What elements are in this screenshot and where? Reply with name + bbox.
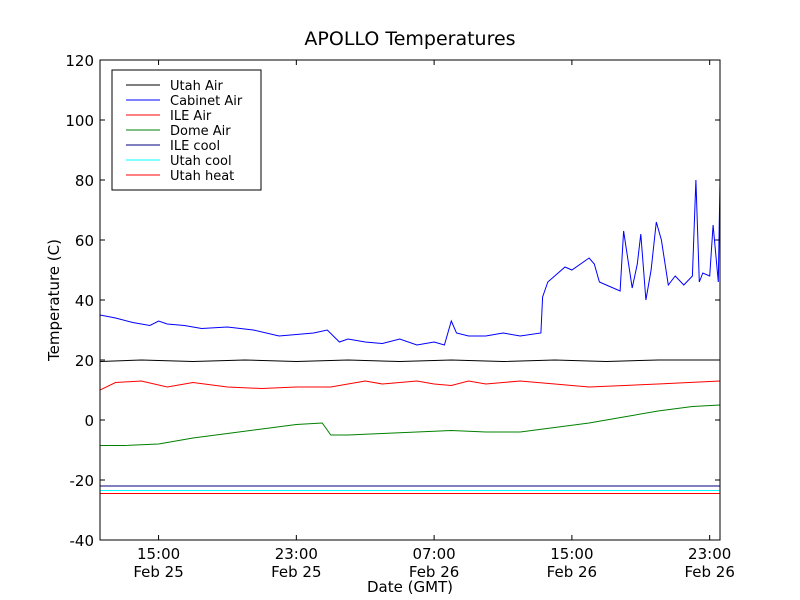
legend-label: Utah heat: [170, 169, 234, 184]
x-tick-date-label: Feb 25: [271, 563, 321, 581]
x-tick-time-label: 23:00: [275, 545, 318, 563]
y-tick-label: 40: [75, 292, 94, 310]
legend-label: ILE cool: [170, 139, 220, 154]
legend-label: Utah Air: [170, 79, 223, 94]
y-axis-label: Temperature (C): [45, 239, 63, 362]
x-tick-time-label: 07:00: [412, 545, 455, 563]
y-tick-label: 100: [65, 112, 94, 130]
series-line-dome-air: [100, 404, 720, 446]
legend-label: ILE Air: [170, 109, 212, 124]
x-tick-time-label: 15:00: [550, 545, 593, 563]
x-tick-date-label: Feb 26: [684, 563, 734, 581]
y-tick-label: 0: [84, 412, 94, 430]
legend-label: Dome Air: [170, 124, 231, 139]
series-line-cabinet-air: [100, 179, 720, 346]
series-line-utah-air: [100, 359, 720, 363]
y-tick-label: -40: [70, 532, 95, 550]
y-tick-label: 60: [75, 232, 94, 250]
legend-label: Cabinet Air: [170, 94, 243, 109]
x-tick-time-label: 15:00: [137, 545, 180, 563]
y-tick-label: 80: [75, 172, 94, 190]
x-tick-date-label: Feb 25: [133, 563, 183, 581]
y-tick-label: -20: [70, 472, 95, 490]
chart-title: APOLLO Temperatures: [304, 28, 515, 50]
x-tick-time-label: 23:00: [688, 545, 731, 563]
legend-label: Utah cool: [170, 154, 232, 169]
series-layer: [100, 179, 720, 494]
y-tick-label: 120: [65, 52, 94, 70]
y-tick-label: 20: [75, 352, 94, 370]
series-line-ile-air: [100, 380, 720, 391]
x-axis-label: Date (GMT): [367, 578, 453, 596]
x-tick-date-label: Feb 26: [409, 563, 459, 581]
x-tick-date-label: Feb 26: [547, 563, 597, 581]
